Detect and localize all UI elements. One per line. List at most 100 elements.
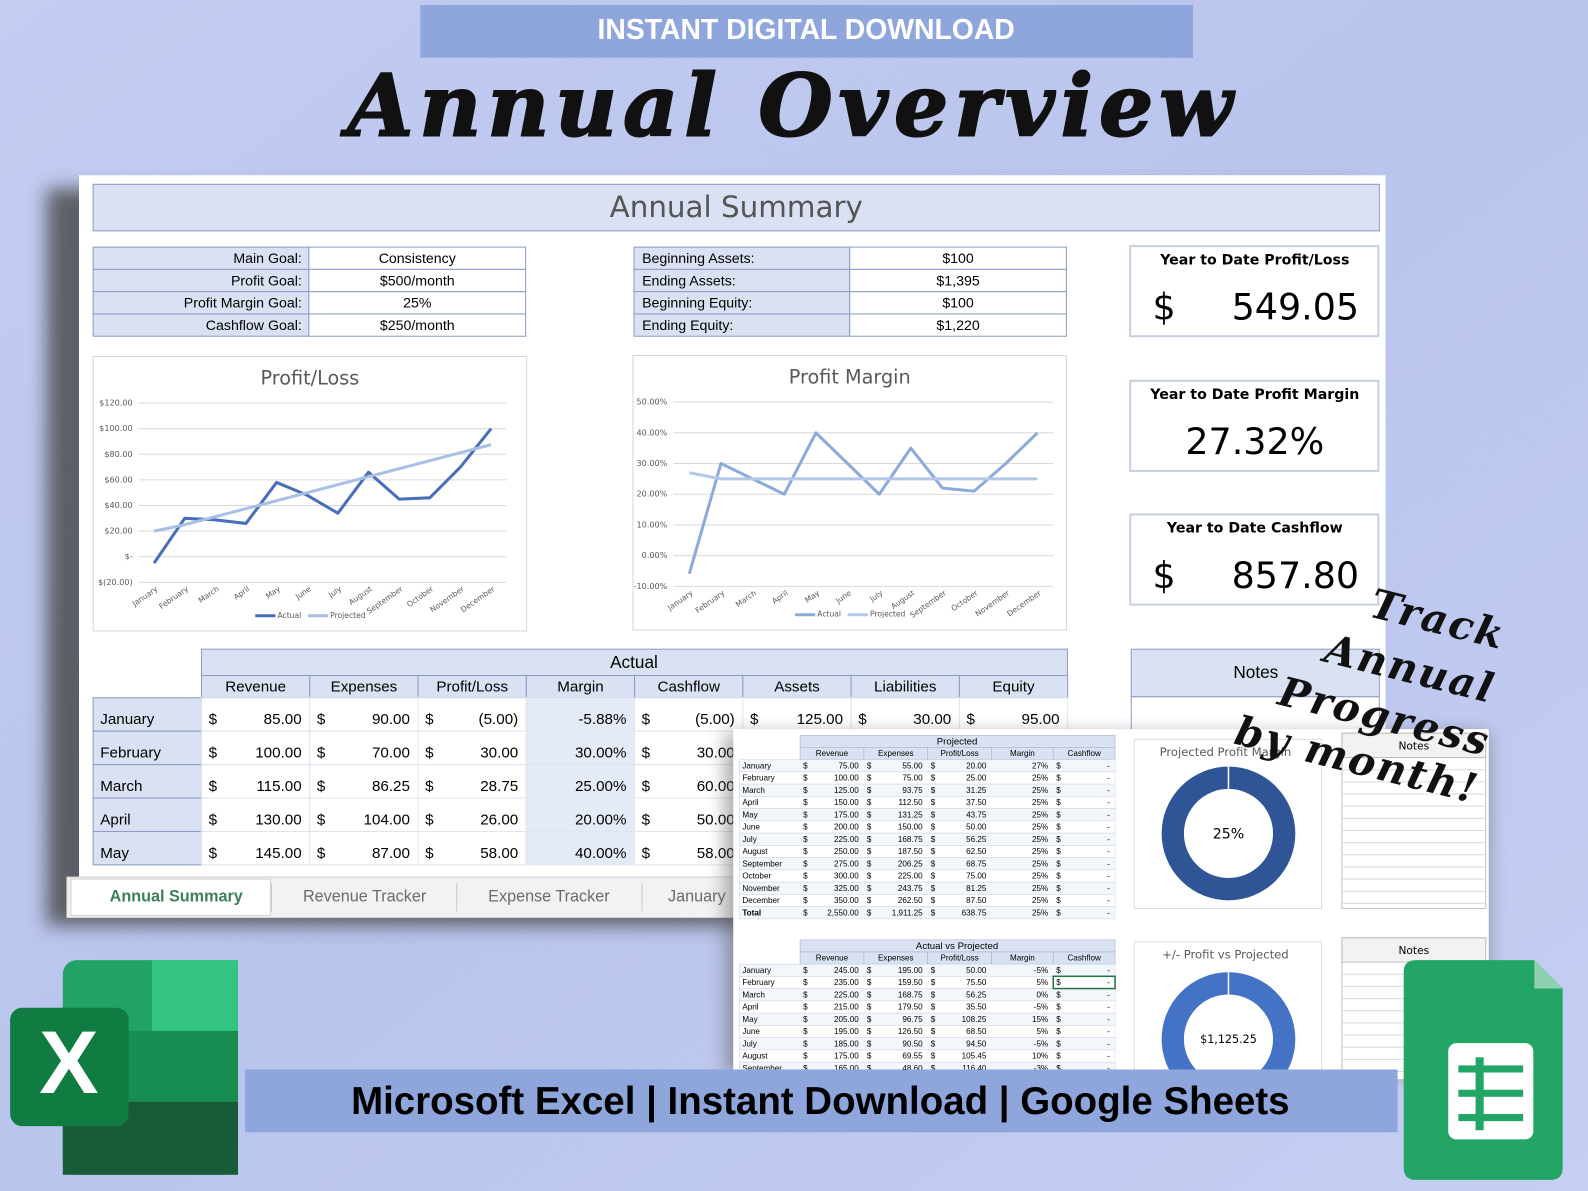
notes-panel-header [1341,732,1487,759]
small-cell-value: 68.75 [966,859,987,868]
currency-symbol: $ [1056,786,1061,795]
currency-symbol: $ [209,745,218,762]
table-group-header [201,648,1068,677]
cell [742,697,852,732]
y-tick-label: 50.00% [637,397,668,407]
column-header: Margin [557,679,603,696]
currency-symbol: $ [931,1064,936,1073]
small-cell-value: 5% [1036,978,1048,987]
currency-symbol: $ [931,859,936,868]
currency-symbol: $ [803,1015,808,1024]
currency-symbol: $ [803,847,808,856]
small-cell-value: 25% [1032,810,1048,819]
currency-symbol: $ [1056,847,1061,856]
currency-symbol: $ [209,811,218,828]
currency-symbol: $ [931,761,936,770]
small-cell-value: - [1107,872,1110,881]
row-label-cell [92,830,203,866]
small-cell-value: 25% [1032,798,1048,807]
cell [525,730,636,766]
y-tick-label: $40.00 [104,500,132,510]
column-header: Cashflow [657,679,719,696]
currency-symbol: $ [1056,835,1061,844]
value: 25% [403,296,432,312]
legend-label: Actual [817,610,841,619]
currency-symbol: $ [867,1027,872,1036]
excel-icon: X [10,960,238,1175]
kpi-label: Year to Date Cashflow [1166,521,1343,537]
currency-symbol: $ [1056,966,1061,975]
currency-symbol: $ [867,872,872,881]
small-cell-value: 25% [1032,823,1048,832]
small-row-label: May [742,1015,758,1024]
currency-symbol: $ [931,1039,936,1048]
currency-symbol: $ [1056,761,1061,770]
y-tick-label: 10.00% [637,519,668,529]
small-cell-value: 100.00 [834,774,859,783]
currency-symbol: $ [931,835,936,844]
currency-symbol: $ [867,859,872,868]
small-cell-value: 243.75 [898,884,923,893]
excel-letter: X [39,1012,98,1112]
column-header: Assets [774,679,820,696]
cell-value: 30.00% [575,745,627,762]
small-cell-value: - [1107,1027,1110,1036]
cell-value: 20.00% [575,811,627,828]
cell [634,764,744,799]
currency-symbol: $ [1056,859,1061,868]
currency-symbol: $ [803,884,808,893]
small-row-label: Total [742,908,761,917]
sheets-row-gap [1458,1065,1524,1073]
cell [958,697,1069,732]
currency-symbol: $ [1056,1003,1061,1012]
sheet-tab[interactable]: Expense Tracker [488,888,610,906]
y-tick-label: $100.00 [99,423,132,433]
currency-symbol: $ [803,823,808,832]
cell [201,730,311,766]
selected-cell [1052,975,1116,990]
kpi-value: 549.05 [1232,285,1359,328]
kpi-label: Year to Date Profit Margin [1149,387,1359,403]
currency-symbol: $ [931,786,936,795]
sheet-tab[interactable]: Annual Summary [110,888,243,906]
small-cell-value: 94.50 [966,1039,987,1048]
cell [525,830,636,866]
currency-symbol: $ [425,745,434,762]
small-row-label: June [742,1027,760,1036]
row-label: January [100,711,154,728]
currency-symbol: $ [803,966,808,975]
currency-symbol: $ [803,786,808,795]
small-row-label: July [742,835,757,844]
small-column-header: Profit/Loss [940,749,978,758]
y-tick-label: $120.00 [99,398,132,408]
sheet-tab[interactable]: January [668,888,726,906]
currency-symbol: $ [867,810,872,819]
row-label: May [100,845,129,862]
small-row-label: September [742,859,782,868]
small-row-label: September [742,1064,782,1073]
currency-symbol: $ [1056,798,1061,807]
label: Ending Equity: [642,318,733,334]
small-cell-value: 25% [1032,786,1048,795]
currency-symbol: $ [642,778,651,795]
small-cell-value: 350.00 [834,896,859,905]
currency-symbol: $ [803,896,808,905]
small-column-header: Margin [1010,954,1035,963]
currency-symbol: $ [931,990,936,999]
banner [420,5,1194,58]
currency-symbol: $ [1056,872,1061,881]
small-cell-value: - [1107,1064,1110,1073]
sheets-icon [1403,960,1563,1180]
small-cell-value: 25.00 [966,774,987,783]
cell [417,764,527,799]
currency-symbol: $ [1056,810,1061,819]
sheets-row-gap [1458,1089,1524,1097]
small-cell-value: - [1107,1003,1110,1012]
currency-symbol: $ [867,966,872,975]
cell [201,697,311,732]
sheet-title-bar [92,183,1380,232]
label: Profit Goal: [231,273,302,289]
sheet-tab[interactable]: Revenue Tracker [303,888,427,906]
